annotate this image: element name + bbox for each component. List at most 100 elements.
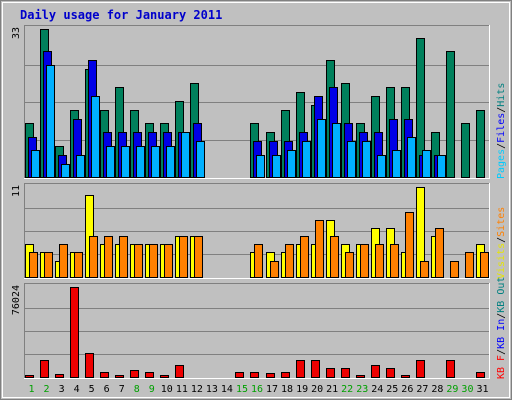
x-tick-label: 7 [119, 384, 125, 395]
legend-entry: / [496, 107, 507, 113]
bar-sites-day-17 [270, 261, 279, 278]
bar-kb-f-day-31 [476, 372, 485, 378]
bar-pages-day-10 [166, 146, 175, 178]
bar-sites-day-10 [164, 244, 173, 278]
x-tick-label: 5 [89, 384, 95, 395]
x-tick-label: 24 [371, 384, 383, 395]
legend-entry: Files [496, 113, 507, 143]
bar-pages-day-26 [407, 137, 416, 178]
bar-kb-f-day-10 [160, 375, 169, 378]
bar-pages-day-16 [256, 155, 265, 178]
bar-kb-f-day-1 [25, 375, 34, 378]
x-tick-label: 15 [236, 384, 248, 395]
bar-pages-day-5 [91, 96, 100, 178]
bar-pages-day-3 [61, 164, 70, 178]
x-tick-label: 4 [74, 384, 80, 395]
y-max-label: 11 [11, 185, 22, 197]
bar-kb-f-day-16 [250, 372, 259, 378]
legend-entry: / [496, 237, 507, 243]
bar-sites-day-24 [375, 244, 384, 278]
x-tick-label: 1 [29, 384, 35, 395]
bar-kb-f-day-29 [446, 360, 455, 378]
x-tick-label: 2 [44, 384, 50, 395]
bar-pages-day-1 [31, 150, 40, 178]
x-tick-label: 6 [104, 384, 110, 395]
x-axis-days: 1 2 3 4 5 6 7 8 9 10 11 12 13 14 15 16 17 18 19 20 21 22 23 24 2… [29, 384, 489, 395]
bar-sites-day-8 [134, 244, 143, 278]
bar-sites-day-22 [345, 252, 354, 278]
panel-visits-sites: 11 Visits/Sites [11, 183, 507, 279]
bar-kb-f-day-21 [326, 368, 335, 378]
panel-legend: Visits/Sites [496, 207, 507, 279]
bar-kb-f-day-26 [401, 375, 410, 378]
bar-pages-day-19 [302, 141, 311, 178]
bar-hits-day-31 [476, 110, 485, 178]
bar-sites-day-6 [104, 236, 113, 278]
bar-sites-day-3 [59, 244, 68, 278]
x-tick-label: 17 [266, 384, 278, 395]
bar-sites-day-29 [450, 261, 459, 278]
bar-sites-day-18 [285, 244, 294, 278]
bar-sites-day-2 [44, 252, 53, 278]
bar-kb-f-day-11 [175, 365, 184, 378]
bar-sites-day-30 [465, 252, 474, 278]
x-tick-label: 11 [176, 384, 188, 395]
series-sites [29, 212, 489, 278]
bar-pages-day-6 [106, 146, 115, 178]
bar-sites-day-26 [405, 212, 414, 278]
bar-kb-f-day-15 [235, 372, 244, 378]
bar-pages-day-24 [377, 155, 386, 178]
bar-kb-f-day-18 [281, 372, 290, 378]
series-kb-f [25, 287, 485, 378]
y-max-label: 76024 [11, 285, 22, 315]
bar-kb-f-day-6 [100, 372, 109, 378]
bar-sites-day-9 [149, 244, 158, 278]
x-tick-label: 10 [161, 384, 173, 395]
bar-kb-f-day-27 [416, 360, 425, 378]
bar-pages-day-17 [272, 155, 281, 178]
x-tick-label: 31 [476, 384, 488, 395]
bar-pages-day-2 [46, 65, 55, 178]
bar-pages-day-23 [362, 141, 371, 178]
bar-pages-day-22 [347, 141, 356, 178]
bar-pages-day-11 [181, 132, 190, 178]
legend-entry: Visits [496, 243, 507, 279]
bar-sites-day-11 [179, 236, 188, 278]
bar-kb-f-day-9 [145, 372, 154, 378]
panel-kbytes: 76024 KB F/KB In/KB Out [11, 277, 507, 379]
bar-pages-day-12 [196, 141, 205, 178]
bar-sites-day-25 [390, 244, 399, 278]
bar-pages-day-25 [392, 150, 401, 178]
x-tick-label: 19 [296, 384, 308, 395]
bar-pages-day-4 [76, 155, 85, 178]
bar-sites-day-1 [29, 252, 38, 278]
x-tick-label: 21 [326, 384, 338, 395]
bar-hits-day-29 [446, 51, 455, 178]
legend-entry: KB In [496, 319, 507, 349]
bar-sites-day-23 [360, 244, 369, 278]
legend-entry: / [496, 313, 507, 319]
x-tick-label: 28 [431, 384, 443, 395]
bar-sites-day-20 [315, 220, 324, 278]
bar-sites-day-19 [300, 236, 309, 278]
bar-pages-day-18 [287, 150, 296, 178]
x-tick-label: 26 [401, 384, 413, 395]
bar-pages-day-21 [332, 123, 341, 178]
bar-kb-f-day-5 [85, 353, 94, 378]
bar-sites-day-31 [480, 252, 489, 278]
bar-kb-f-day-3 [55, 374, 64, 378]
x-tick-label: 30 [461, 384, 473, 395]
legend-entry: / [496, 349, 507, 355]
bar-kb-f-day-19 [296, 360, 305, 378]
bar-kb-f-day-25 [386, 368, 395, 378]
x-tick-label: 13 [206, 384, 218, 395]
x-tick-label: 22 [341, 384, 353, 395]
chart-panels: 33Pages/Files/Hits11Visits/Sites76024KB … [11, 25, 507, 379]
legend-entry: Pages [496, 149, 507, 179]
legend-entry: Sites [496, 207, 507, 237]
x-tick-label: 16 [251, 384, 263, 395]
panel-legend: KB F/KB In/KB Out [496, 277, 507, 379]
